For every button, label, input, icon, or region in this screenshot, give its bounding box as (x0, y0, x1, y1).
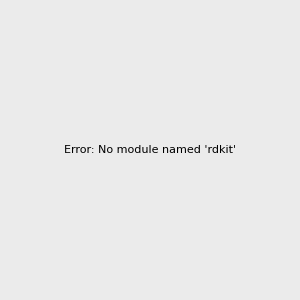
Text: Error: No module named 'rdkit': Error: No module named 'rdkit' (64, 145, 236, 155)
